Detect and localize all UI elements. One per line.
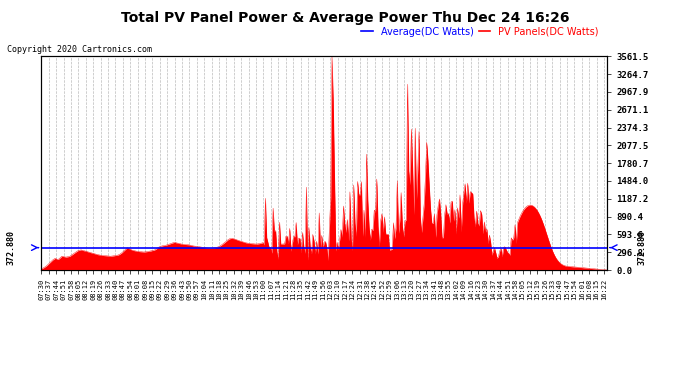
Text: Copyright 2020 Cartronics.com: Copyright 2020 Cartronics.com	[7, 45, 152, 54]
Text: 372.880: 372.880	[638, 230, 647, 265]
Text: Total PV Panel Power & Average Power Thu Dec 24 16:26: Total PV Panel Power & Average Power Thu…	[121, 11, 569, 25]
Text: 372.880: 372.880	[6, 230, 15, 265]
Legend: Average(DC Watts), PV Panels(DC Watts): Average(DC Watts), PV Panels(DC Watts)	[357, 22, 602, 40]
